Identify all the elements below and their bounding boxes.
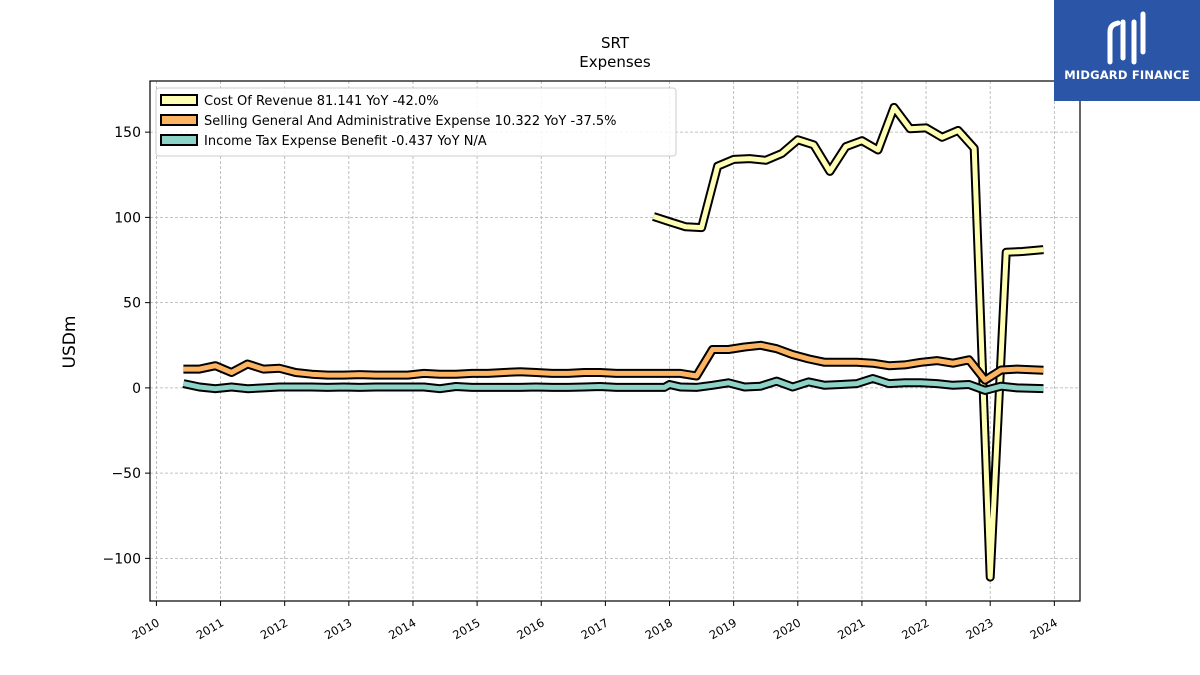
- midgard-logo-icon: [1107, 11, 1146, 65]
- x-tick-label: 2017: [579, 615, 611, 642]
- x-tick-label: 2014: [386, 615, 418, 642]
- y-tick-label: 0: [132, 381, 141, 397]
- x-tick-label: 2021: [835, 615, 867, 642]
- y-tick-label: −50: [111, 466, 141, 482]
- legend-label-0: Cost Of Revenue 81.141 YoY -42.0%: [204, 94, 439, 109]
- x-tick-label: 2012: [258, 615, 290, 642]
- legend-swatch-0: [160, 94, 198, 106]
- y-tick-label: 50: [123, 296, 141, 312]
- series-line-0: [652, 104, 1044, 580]
- x-tick-label: 2013: [322, 615, 354, 642]
- series-line-2: [182, 376, 1044, 393]
- x-tick-label: 2011: [194, 615, 226, 642]
- x-tick-label: 2022: [899, 615, 931, 642]
- x-tick-label: 2020: [771, 615, 803, 642]
- y-tick-label: −100: [103, 551, 141, 567]
- series-line-1: [183, 342, 1044, 383]
- x-tick-label: 2015: [450, 615, 482, 642]
- x-tick-label: 2024: [1027, 615, 1059, 642]
- legend-swatch-2: [160, 134, 198, 146]
- legend-label-1: Selling General And Administrative Expen…: [204, 114, 617, 129]
- x-tick-label: 2016: [514, 615, 546, 642]
- legend-label-2: Income Tax Expense Benefit -0.437 YoY N/…: [204, 134, 487, 149]
- legend: Cost Of Revenue 81.141 YoY -42.0% Selling…: [155, 87, 677, 157]
- series-lines: [182, 102, 1044, 582]
- y-tick-label: 150: [114, 125, 141, 141]
- x-tick-label: 2010: [130, 615, 162, 642]
- chart-title: SRT: [601, 34, 630, 52]
- legend-box: [155, 87, 677, 157]
- x-tick-label: 2019: [707, 615, 739, 642]
- brand-name: MIDGARD FINANCE: [1064, 68, 1190, 82]
- x-tick-label: 2018: [643, 615, 675, 642]
- y-tick-label: 100: [114, 210, 141, 226]
- grid-lines: [150, 81, 1080, 601]
- brand-logo: MIDGARD FINANCE: [1054, 0, 1200, 101]
- legend-swatch-1: [160, 114, 198, 126]
- chart-subtitle: Expenses: [579, 53, 651, 71]
- plot-frame: [149, 80, 1081, 602]
- y-axis-label: USDm: [60, 316, 80, 369]
- x-tick-label: 2023: [963, 615, 995, 642]
- axes: −100 −50 0 50 100 150 2010 2011 2012 2013 2014 2015…: [103, 80, 1081, 642]
